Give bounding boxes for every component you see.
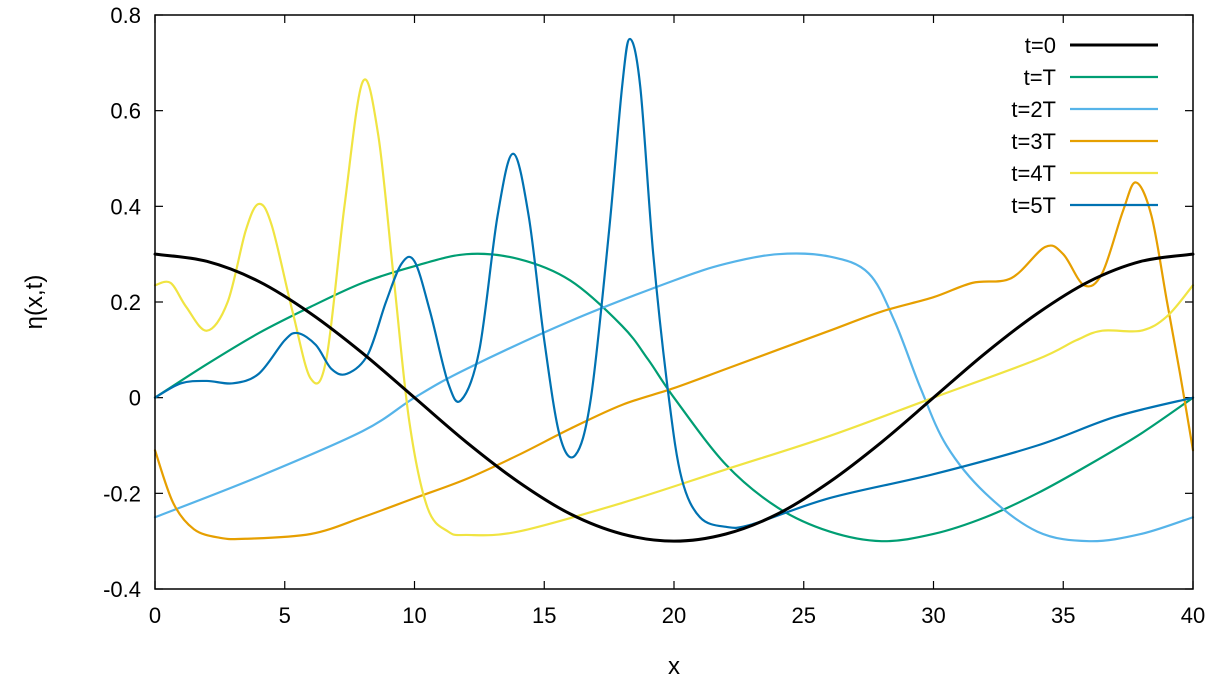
legend-label: t=3T: [1011, 129, 1056, 154]
series-line-t-5t: [153, 37, 1195, 529]
x-tick-label: 15: [532, 603, 556, 628]
y-tick-label: -0.2: [103, 481, 141, 506]
x-tick-label: 30: [921, 603, 945, 628]
series-line-t-2t: [153, 252, 1195, 543]
legend-label: t=4T: [1011, 161, 1056, 186]
x-tick-label: 20: [662, 603, 686, 628]
y-tick-label: 0.4: [110, 194, 141, 219]
y-tick-label: 0.8: [110, 3, 141, 28]
legend-label: t=0: [1025, 33, 1056, 58]
y-tick-label: 0.6: [110, 99, 141, 124]
x-tick-label: 5: [279, 603, 291, 628]
ticks-layer: 0 5 10 15 20 25 30 35 40 -0.4 -0.2 0 0.2 0.4 0.6 0.8: [103, 3, 1205, 628]
series-line-t-0: [153, 252, 1195, 543]
series-line-t-3t: [153, 181, 1195, 541]
x-tick-label: 0: [149, 603, 161, 628]
series-line-t-t: [153, 252, 1195, 543]
plot-frame: [154, 14, 1194, 590]
x-tick-label: 40: [1181, 603, 1205, 628]
x-tick-label: 10: [402, 603, 426, 628]
series-line-t-4t: [153, 78, 1195, 537]
legend-label: t=T: [1024, 65, 1056, 90]
x-tick-label: 25: [792, 603, 816, 628]
x-tick-label: 35: [1051, 603, 1075, 628]
y-tick-label: 0.2: [110, 290, 141, 315]
legend-label: t=2T: [1011, 97, 1056, 122]
legend: t=0 t=T t=2T t=3T t=4T t=5T: [1011, 33, 1158, 218]
y-axis-label: η(x,t): [21, 275, 48, 330]
legend-label: t=5T: [1011, 193, 1056, 218]
x-axis-label: x: [668, 653, 680, 680]
y-tick-label: 0: [129, 386, 141, 411]
y-tick-label: -0.4: [103, 577, 141, 602]
series-lines: [153, 37, 1195, 543]
